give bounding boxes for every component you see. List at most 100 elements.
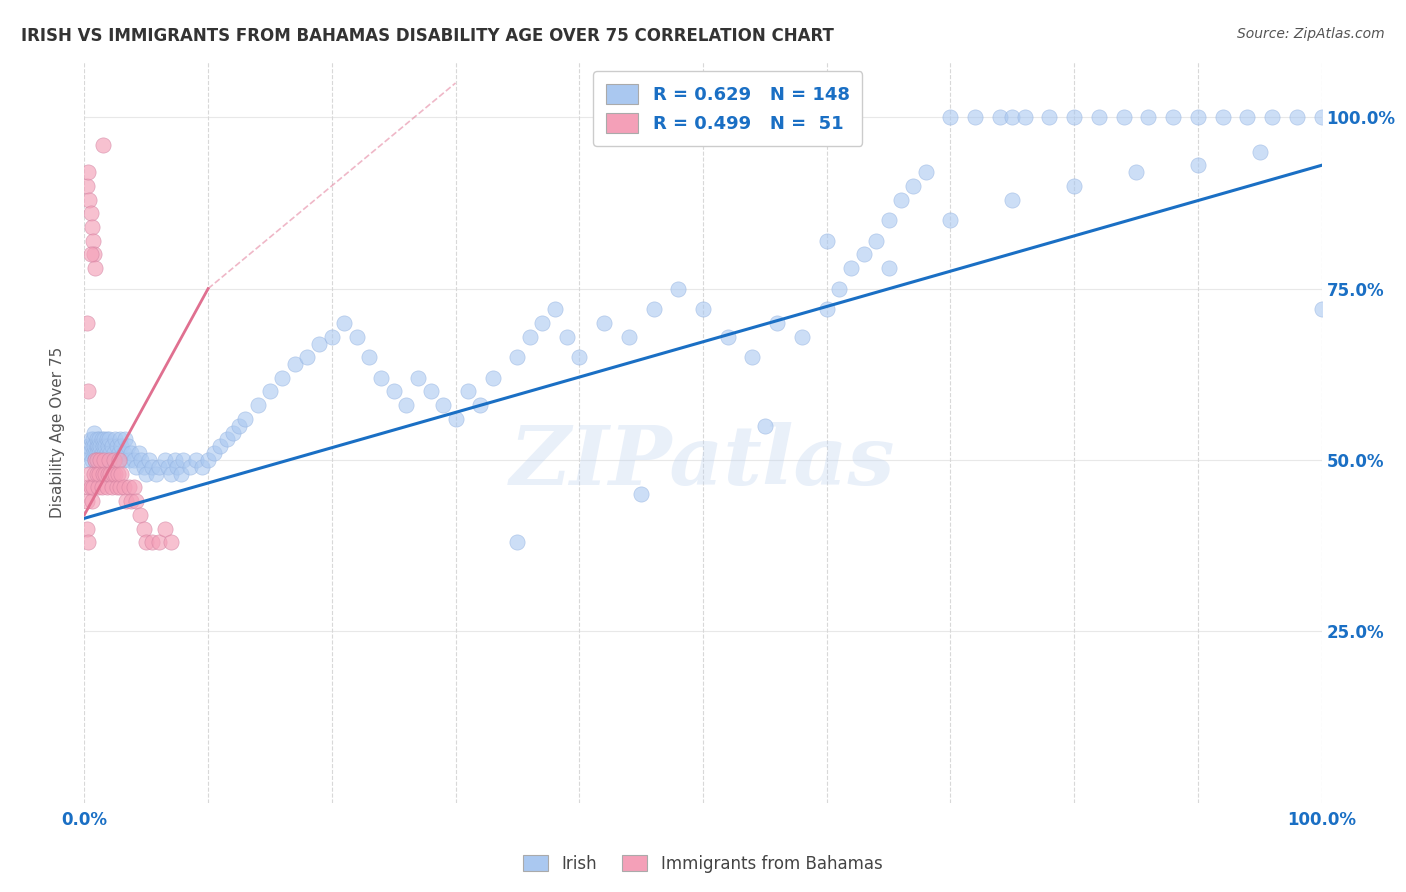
Point xyxy=(202,446,225,460)
Point xyxy=(191,459,214,474)
Point xyxy=(965,110,987,124)
Point xyxy=(271,371,294,385)
Point xyxy=(568,350,591,364)
Point xyxy=(107,467,129,481)
Point xyxy=(76,453,98,467)
Point xyxy=(828,282,851,296)
Point xyxy=(321,329,343,343)
Point xyxy=(98,453,121,467)
Point xyxy=(877,213,900,227)
Point xyxy=(408,371,430,385)
Point xyxy=(76,316,98,330)
Point xyxy=(160,535,183,549)
Point xyxy=(506,535,529,549)
Point xyxy=(1249,145,1271,159)
Point xyxy=(86,446,108,460)
Point xyxy=(79,193,101,207)
Point xyxy=(105,439,128,453)
Point xyxy=(84,261,107,276)
Point xyxy=(543,302,565,317)
Point xyxy=(754,418,776,433)
Point xyxy=(125,494,148,508)
Point xyxy=(259,384,281,399)
Point xyxy=(153,522,176,536)
Point xyxy=(148,535,170,549)
Point xyxy=(101,453,124,467)
Point xyxy=(470,398,492,412)
Point xyxy=(184,453,207,467)
Point xyxy=(531,316,554,330)
Point xyxy=(122,453,145,467)
Point xyxy=(79,467,101,481)
Point xyxy=(97,439,120,453)
Point xyxy=(80,219,103,234)
Point xyxy=(148,459,170,474)
Point xyxy=(630,487,652,501)
Point xyxy=(1088,110,1111,124)
Point xyxy=(104,433,127,447)
Point xyxy=(357,350,380,364)
Point xyxy=(132,522,155,536)
Point xyxy=(129,453,152,467)
Point xyxy=(76,522,98,536)
Point xyxy=(89,453,111,467)
Point xyxy=(82,234,104,248)
Point xyxy=(128,446,150,460)
Point xyxy=(1137,110,1160,124)
Point xyxy=(79,433,101,447)
Point xyxy=(1112,110,1135,124)
Point xyxy=(215,433,238,447)
Point xyxy=(97,467,120,481)
Point xyxy=(117,439,139,453)
Point xyxy=(98,453,121,467)
Point xyxy=(110,439,132,453)
Point xyxy=(91,439,114,453)
Point xyxy=(79,446,101,460)
Point xyxy=(877,261,900,276)
Point xyxy=(457,384,479,399)
Point xyxy=(419,384,441,399)
Point xyxy=(1038,110,1060,124)
Point xyxy=(717,329,740,343)
Point xyxy=(96,480,118,494)
Point xyxy=(141,459,163,474)
Point xyxy=(852,247,875,261)
Point xyxy=(145,467,167,481)
Point xyxy=(766,316,789,330)
Point xyxy=(1063,110,1085,124)
Point xyxy=(100,439,122,453)
Point xyxy=(90,446,112,460)
Point xyxy=(1261,110,1284,124)
Point xyxy=(111,453,134,467)
Point xyxy=(166,459,188,474)
Text: IRISH VS IMMIGRANTS FROM BAHAMAS DISABILITY AGE OVER 75 CORRELATION CHART: IRISH VS IMMIGRANTS FROM BAHAMAS DISABIL… xyxy=(21,27,834,45)
Legend: Irish, Immigrants from Bahamas: Irish, Immigrants from Bahamas xyxy=(517,848,889,880)
Point xyxy=(1001,110,1024,124)
Point xyxy=(89,467,111,481)
Point xyxy=(692,302,714,317)
Point xyxy=(83,467,105,481)
Point xyxy=(914,165,936,179)
Point xyxy=(170,467,193,481)
Point xyxy=(179,459,201,474)
Point xyxy=(118,453,141,467)
Point xyxy=(112,480,135,494)
Point xyxy=(815,234,838,248)
Point xyxy=(643,302,665,317)
Point xyxy=(382,384,405,399)
Point xyxy=(82,480,104,494)
Point xyxy=(82,446,104,460)
Point xyxy=(82,433,104,447)
Point xyxy=(138,453,160,467)
Point xyxy=(86,439,108,453)
Point xyxy=(741,350,763,364)
Point xyxy=(157,459,180,474)
Point xyxy=(815,302,838,317)
Point xyxy=(76,178,98,193)
Point xyxy=(1161,110,1184,124)
Point xyxy=(222,425,245,440)
Point xyxy=(91,453,114,467)
Point xyxy=(77,384,100,399)
Point xyxy=(77,439,100,453)
Point xyxy=(80,494,103,508)
